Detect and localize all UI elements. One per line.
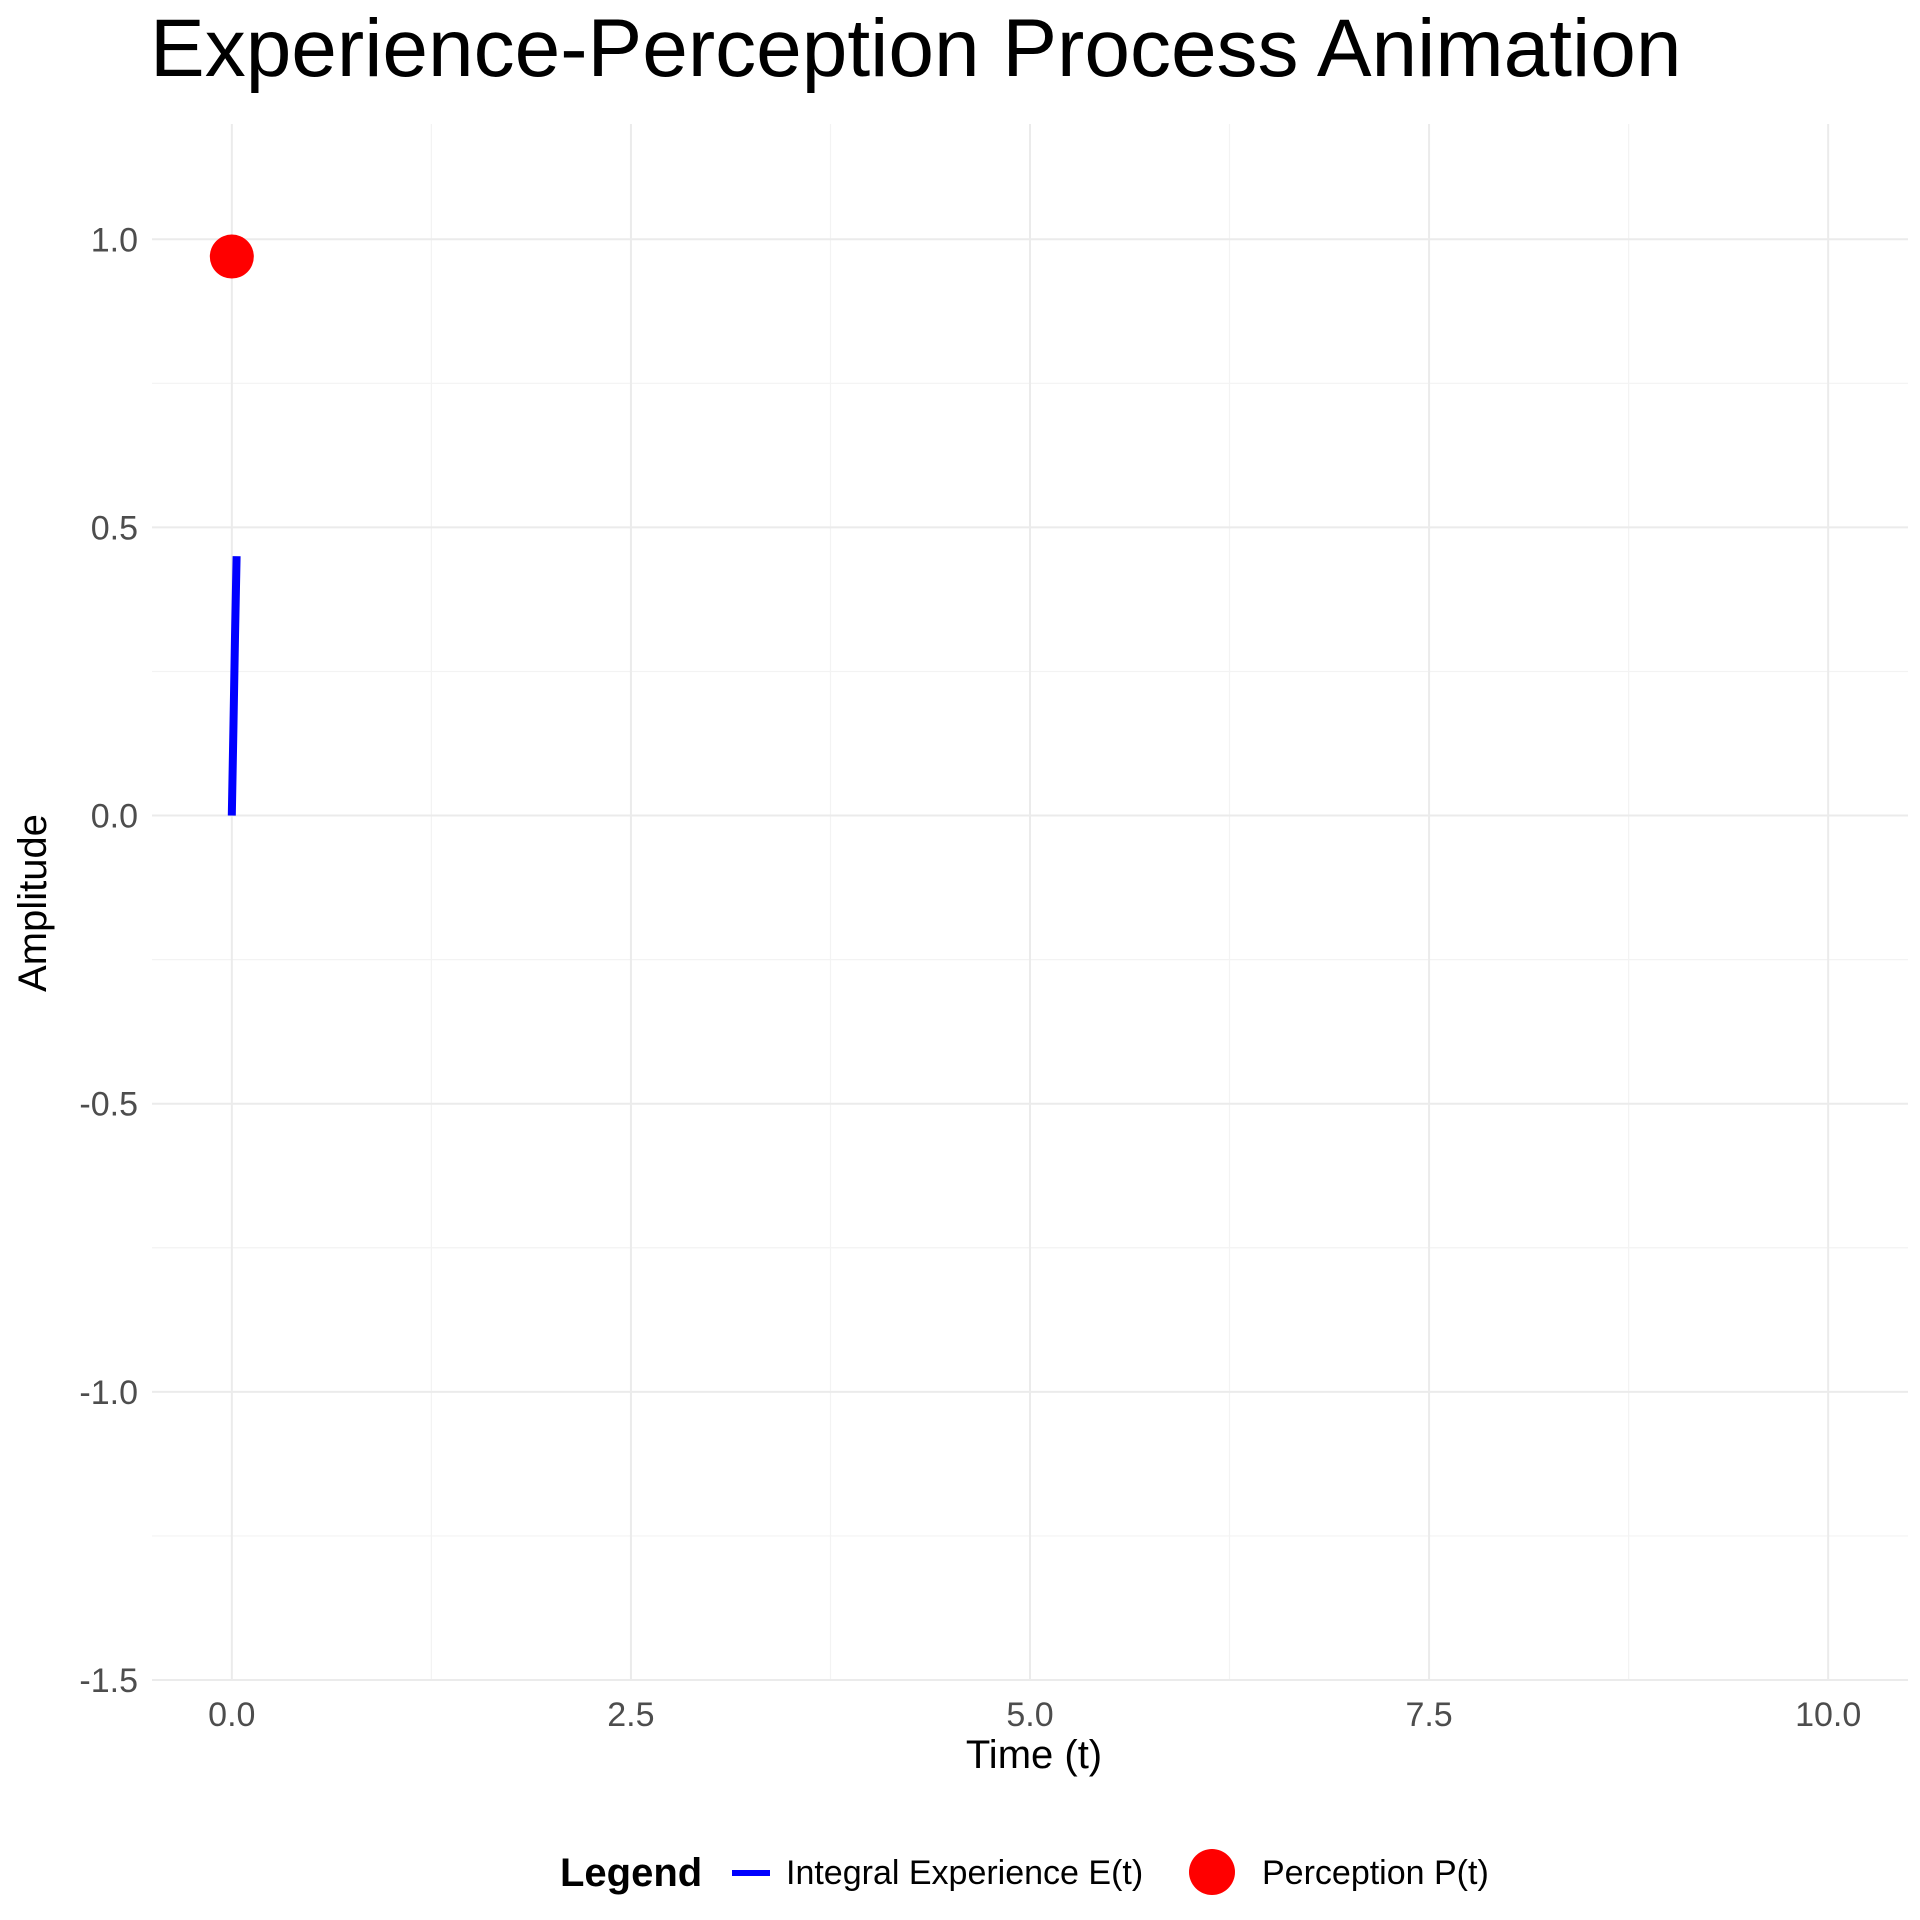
y-tick-label: 0.5 bbox=[91, 509, 138, 547]
perception-point bbox=[209, 234, 254, 279]
plot-area bbox=[209, 234, 254, 816]
x-tick-label: 5.0 bbox=[1006, 1696, 1053, 1734]
x-tick-label: 0.0 bbox=[208, 1696, 255, 1734]
x-tick-label: 2.5 bbox=[607, 1696, 654, 1734]
chart-title: Experience-Perception Process Animation bbox=[150, 3, 1681, 94]
y-tick-label: 1.0 bbox=[91, 221, 138, 259]
y-tick-label: -1.0 bbox=[79, 1374, 138, 1412]
y-tick-label: 0.0 bbox=[91, 798, 138, 836]
x-tick-label: 10.0 bbox=[1795, 1696, 1861, 1734]
legend-point-key bbox=[1189, 1849, 1235, 1895]
legend-label-perception: Perception P(t) bbox=[1262, 1854, 1489, 1892]
grid bbox=[152, 124, 1908, 1681]
legend-label-experience: Integral Experience E(t) bbox=[786, 1854, 1143, 1892]
y-tick-label: -1.5 bbox=[79, 1662, 138, 1700]
y-tick-label: -0.5 bbox=[79, 1086, 138, 1124]
y-axis-title: Amplitude bbox=[11, 814, 55, 992]
legend-title: Legend bbox=[560, 1851, 702, 1895]
x-tick-label: 7.5 bbox=[1405, 1696, 1452, 1734]
y-axis-ticks: -1.5 -1.0 -0.5 0.0 0.5 1.0 bbox=[79, 221, 138, 1700]
x-axis-title: Time (t) bbox=[966, 1733, 1102, 1777]
experience-line bbox=[227, 556, 241, 816]
x-axis-ticks: 0.0 2.5 5.0 7.5 10.0 bbox=[208, 1696, 1861, 1734]
legend: Legend Integral Experience E(t) Percepti… bbox=[560, 1849, 1489, 1895]
